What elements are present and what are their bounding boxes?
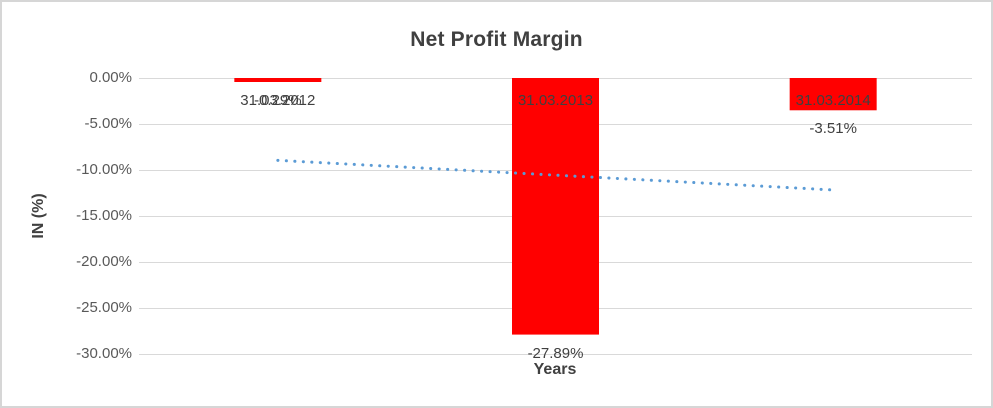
- bar-value-label: -3.51%: [809, 120, 857, 138]
- y-tick-label: -25.00%: [76, 299, 132, 316]
- bar-31-03-2013[interactable]: [512, 78, 599, 335]
- x-category-label: 31.03.2014: [795, 92, 871, 109]
- bar-31-03-2012[interactable]: [234, 78, 322, 82]
- x-axis-title: Years: [533, 361, 577, 378]
- y-tick-label: 0.00%: [89, 69, 132, 86]
- y-tick-label: -5.00%: [84, 115, 132, 132]
- linear-trendline[interactable]: [276, 158, 835, 192]
- x-category-label: 31.03.2013: [517, 92, 594, 109]
- x-category-label: 31.03.2012: [240, 92, 316, 109]
- y-tick-label: -10.00%: [76, 161, 132, 178]
- chart-title: Net Profit Margin: [410, 28, 583, 51]
- y-tick-label: -30.00%: [76, 345, 132, 362]
- y-tick-label: -20.00%: [76, 253, 132, 270]
- bar-31-03-2014[interactable]: [789, 78, 877, 111]
- bar-value-label: -27.89%: [527, 344, 584, 362]
- y-tick-label: -15.00%: [76, 207, 132, 224]
- bar-value-label: -0.29%: [254, 92, 302, 109]
